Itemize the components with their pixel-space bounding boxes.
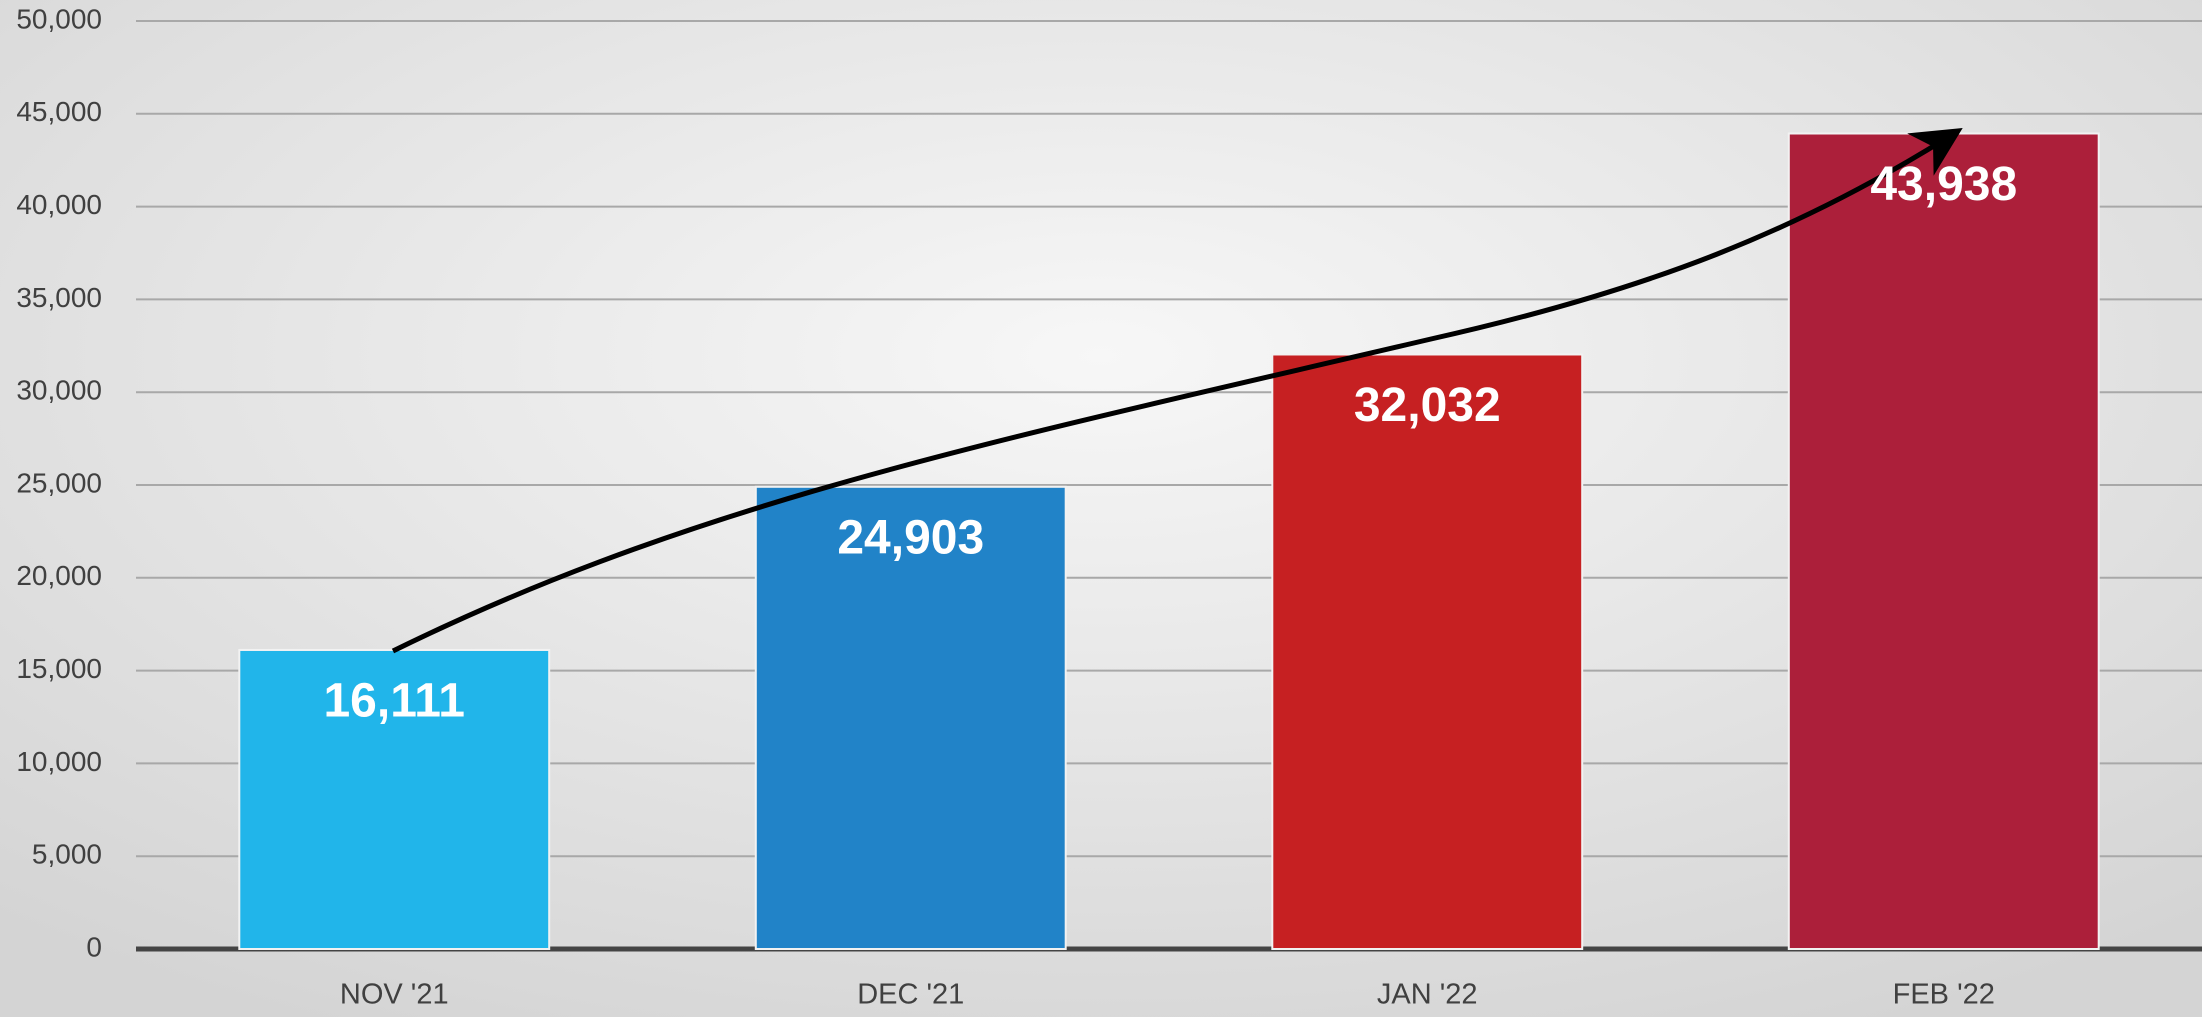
y-tick-label: 5,000 (32, 839, 102, 870)
y-tick-label: 50,000 (16, 3, 102, 34)
y-tick-label: 10,000 (16, 746, 102, 777)
y-tick-label: 25,000 (16, 467, 102, 498)
bar (1271, 353, 1584, 950)
trend-arrow (391, 128, 1963, 654)
y-tick-label: 40,000 (16, 189, 102, 220)
labels: 0 5,000 10,000 15,000 20,000 25,000 30,000 35,0… (16, 3, 2017, 1010)
data-label: 32,032 (1354, 379, 1501, 432)
y-tick-label: 35,000 (16, 282, 102, 313)
y-tick-label: 20,000 (16, 560, 102, 591)
y-tick-label: 15,000 (16, 653, 102, 684)
x-tick-label: JAN '22 (1377, 979, 1478, 1011)
y-tick-label: 0 (86, 931, 102, 962)
bar (754, 485, 1067, 950)
x-tick-label: DEC '21 (857, 979, 964, 1011)
y-tick-label: 30,000 (16, 375, 102, 406)
x-tick-label: FEB '22 (1893, 979, 1995, 1011)
x-tick-label: NOV '21 (340, 979, 449, 1011)
bar (238, 648, 551, 951)
bars (238, 132, 2100, 951)
data-label: 24,903 (837, 511, 984, 564)
data-label: 16,111 (323, 675, 465, 728)
bar (1787, 132, 2100, 950)
data-label: 43,938 (1870, 158, 2017, 211)
y-tick-label: 45,000 (16, 96, 102, 127)
